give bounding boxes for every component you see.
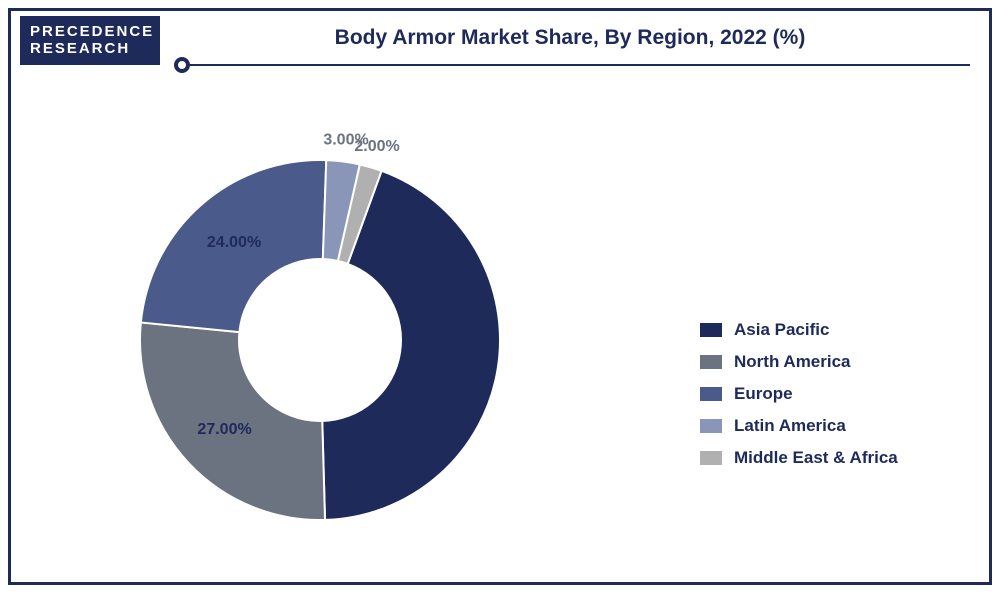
- legend-swatch: [700, 419, 722, 433]
- legend-label: Middle East & Africa: [734, 448, 898, 468]
- title-rule: [180, 64, 970, 66]
- chart-title: Body Armor Market Share, By Region, 2022…: [170, 26, 970, 50]
- slice-label: 44.00%: [422, 353, 476, 370]
- legend-swatch: [700, 355, 722, 369]
- slice-label: 2.00%: [354, 138, 399, 155]
- brand-logo: PRECEDENCE RESEARCH: [20, 16, 160, 65]
- legend-swatch: [700, 323, 722, 337]
- legend-item: Middle East & Africa: [700, 448, 960, 468]
- legend-label: North America: [734, 352, 851, 372]
- logo-line1: PRECEDENCE: [30, 24, 150, 41]
- legend-label: Europe: [734, 384, 793, 404]
- legend-item: Europe: [700, 384, 960, 404]
- legend-item: Latin America: [700, 416, 960, 436]
- legend-label: Latin America: [734, 416, 846, 436]
- legend-label: Asia Pacific: [734, 320, 829, 340]
- legend-swatch: [700, 451, 722, 465]
- legend: Asia Pacific North America Europe Latin Ame…: [700, 320, 960, 480]
- donut-chart: 44.00%27.00%24.00%3.00%2.00%: [60, 110, 600, 550]
- legend-swatch: [700, 387, 722, 401]
- legend-item: North America: [700, 352, 960, 372]
- title-bar: Body Armor Market Share, By Region, 2022…: [170, 26, 970, 66]
- logo-line2: RESEARCH: [30, 41, 150, 58]
- donut-svg: 44.00%27.00%24.00%3.00%2.00%: [60, 110, 600, 550]
- legend-item: Asia Pacific: [700, 320, 960, 340]
- title-rule-dot: [174, 57, 190, 73]
- slice-label: 27.00%: [197, 421, 251, 438]
- slice-label: 24.00%: [207, 234, 261, 251]
